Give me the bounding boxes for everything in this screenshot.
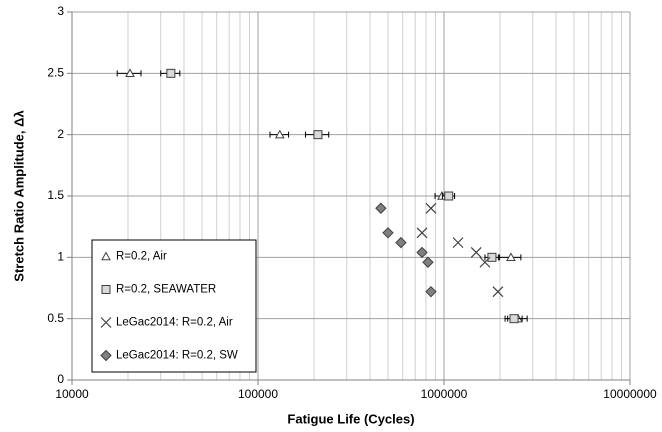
marker <box>452 237 464 249</box>
marker <box>470 247 482 258</box>
marker <box>492 286 504 298</box>
marker <box>444 191 454 201</box>
marker <box>395 236 407 249</box>
marker <box>375 202 387 214</box>
x-tick-label: 100000 <box>238 387 278 401</box>
y-axis-label: Stretch Ratio Amplitude, Δλ <box>11 110 26 282</box>
y-tick-label: 1 <box>57 250 64 264</box>
legend-label: R=0.2, Air <box>116 251 167 263</box>
marker <box>425 285 437 298</box>
marker <box>487 252 497 262</box>
marker <box>313 130 323 140</box>
x-axis-label: Fatigue Life (Cycles) <box>287 411 414 426</box>
y-tick-label: 2 <box>57 127 64 141</box>
y-tick-label: 0 <box>57 372 64 386</box>
marker <box>416 246 428 259</box>
marker <box>422 256 434 268</box>
marker <box>166 68 176 78</box>
legend-marker <box>101 285 111 294</box>
legend-box <box>91 239 257 373</box>
marker <box>416 227 428 239</box>
y-tick-label: 2.5 <box>47 66 64 80</box>
legend-marker <box>100 317 112 328</box>
y-tick-label: 0.5 <box>47 311 64 325</box>
y-tick-label: 1.5 <box>47 188 64 202</box>
y-tick-label: 3 <box>57 4 64 18</box>
x-tick-label: 1000000 <box>421 387 468 401</box>
marker <box>125 68 135 78</box>
legend-marker <box>101 251 111 261</box>
x-tick-label: 10000000 <box>603 387 657 401</box>
marker <box>425 202 437 214</box>
legend-marker <box>100 349 112 362</box>
marker <box>479 256 491 268</box>
marker <box>274 129 285 139</box>
legend-label: LeGac2014: R=0.2, SW <box>116 350 238 362</box>
legend-label: R=0.2, SEAWATER <box>116 284 216 296</box>
legend-label: LeGac2014: R=0.2, Air <box>116 317 233 329</box>
marker <box>506 252 516 262</box>
marker <box>382 227 394 239</box>
marker <box>509 314 519 324</box>
x-tick-label: 10000 <box>55 387 89 401</box>
